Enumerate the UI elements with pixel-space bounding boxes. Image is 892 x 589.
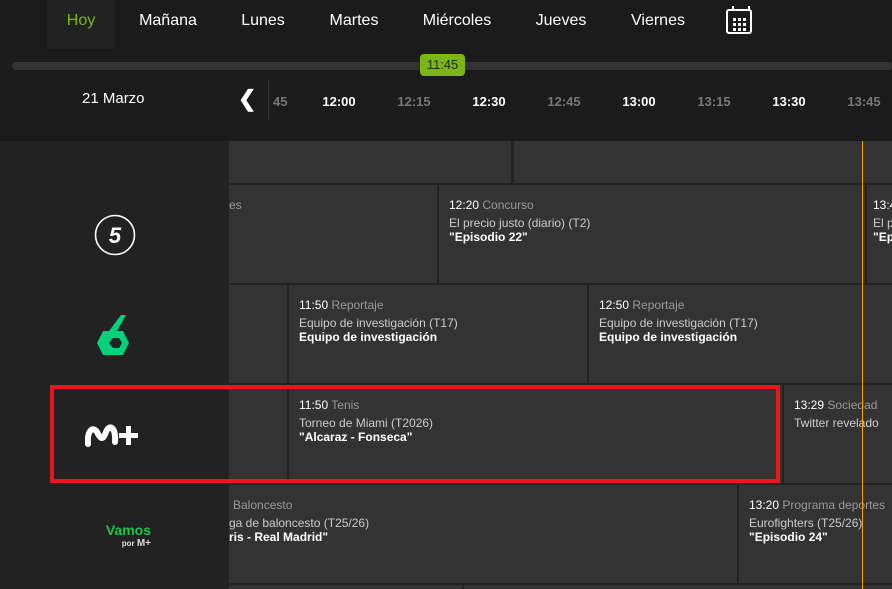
channel-lasexta[interactable] [0, 285, 229, 385]
program-cell[interactable]: 11:50 Reportaje Equipo de investigación (… [289, 285, 587, 383]
tab-viernes[interactable]: Viernes [631, 12, 685, 29]
lasexta-logo [96, 315, 129, 355]
program-cell[interactable]: 13:29 Sociedad Twitter revelado [784, 385, 892, 483]
time-tick: 45 [273, 94, 288, 109]
program-cell[interactable] [229, 385, 287, 483]
vamos-logo: Vamos [105, 521, 151, 538]
program-cell[interactable]: 13:4El p"Ep [867, 185, 892, 283]
tab-martes[interactable]: Martes [329, 12, 379, 29]
channel-sidebar: 5 Vamos por M+ [0, 141, 229, 589]
tab-manana[interactable]: Mañana [139, 12, 197, 29]
program-cell[interactable] [239, 585, 462, 589]
program-cell[interactable] [229, 141, 511, 183]
program-cell[interactable] [229, 285, 287, 383]
time-tick: 13:00 [622, 94, 656, 109]
time-tick: 12:30 [472, 94, 506, 109]
divider [268, 80, 269, 120]
chevron-left-icon[interactable]: ❮ [238, 86, 257, 111]
vamos-sub: por M+ [121, 537, 151, 549]
channel-telecinco[interactable]: 5 [0, 185, 229, 285]
time-tick: 13:45 [847, 94, 881, 109]
time-tick: 12:15 [397, 94, 431, 109]
program-cell[interactable] [464, 585, 892, 589]
program-cell[interactable]: 12:50 Reportaje Equipo de investigación (… [589, 285, 892, 383]
time-tick: 12:45 [547, 94, 581, 109]
svg-text:5: 5 [108, 223, 121, 248]
top-bar: Hoy Mañana Lunes Martes Miércoles Jueves… [0, 0, 892, 141]
program-cell[interactable]: es [229, 185, 437, 283]
telecinco-logo: 5 [94, 214, 135, 256]
tab-lunes[interactable]: Lunes [241, 12, 285, 29]
channel-vamos[interactable]: Vamos por M+ [0, 485, 229, 585]
tab-jueves[interactable]: Jueves [535, 12, 587, 29]
time-tick: 13:15 [697, 94, 731, 109]
date-label: 21 Marzo [82, 90, 145, 107]
epg-grid: es 12:20 Concurso El precio justo (diario… [229, 141, 892, 589]
time-tick: 12:00 [322, 94, 356, 109]
program-cell[interactable]: Baloncesto ga de baloncesto (T25/26) ris -… [229, 485, 737, 583]
tab-hoy[interactable]: Hoy [47, 0, 115, 49]
time-tick: 13:30 [772, 94, 806, 109]
program-cell[interactable]: 11:50 Tenis Torneo de Miami (T2026) "Alcar… [289, 385, 782, 483]
program-cell[interactable]: 12:20 Concurso El precio justo (diario) (… [439, 185, 865, 283]
program-cell[interactable]: 13:20 Programa deportes Eurofighters (T25… [739, 485, 892, 583]
channel-movistar-plus[interactable] [0, 385, 229, 485]
current-time-line [862, 141, 863, 589]
current-time-badge: 11:45 [420, 54, 465, 76]
program-cell[interactable] [514, 141, 892, 183]
calendar-icon[interactable] [726, 6, 752, 34]
selected-row-highlight [50, 385, 780, 483]
tab-miercoles[interactable]: Miércoles [422, 12, 492, 29]
movistar-plus-logo [84, 424, 138, 447]
